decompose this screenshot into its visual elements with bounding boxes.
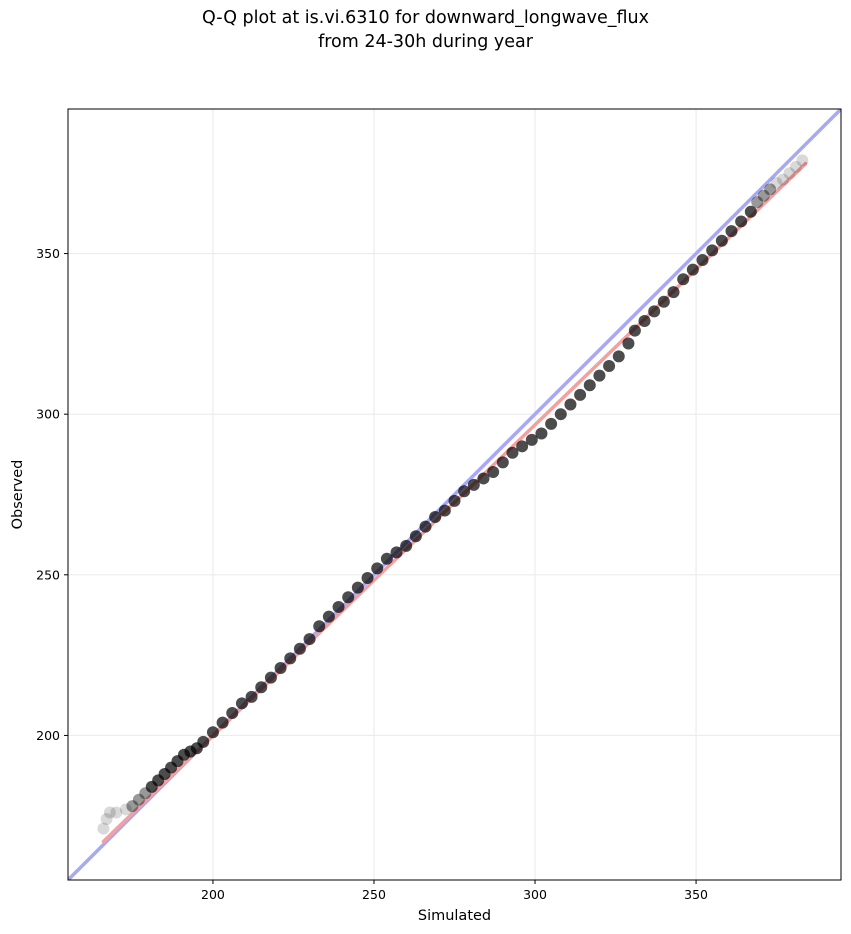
data-point <box>583 379 596 392</box>
data-point <box>777 173 790 186</box>
x-axis-label: Simulated <box>418 908 491 924</box>
data-point <box>313 620 326 633</box>
data-point <box>438 504 451 517</box>
data-point <box>686 263 699 276</box>
data-point <box>264 671 277 684</box>
data-point <box>216 716 229 729</box>
data-point <box>419 520 432 533</box>
data-point <box>361 572 374 585</box>
data-point <box>496 456 509 469</box>
data-point <box>110 806 123 819</box>
data-point <box>284 652 297 665</box>
y-axis-label: Observed <box>10 460 26 530</box>
data-point <box>796 154 809 167</box>
data-point <box>332 600 345 613</box>
data-point <box>677 273 690 286</box>
data-point <box>715 234 728 247</box>
y-tick-label: 250 <box>36 567 60 582</box>
data-point <box>628 324 641 337</box>
data-point <box>648 305 661 318</box>
y-tick-label: 300 <box>36 407 60 422</box>
data-point <box>245 690 258 703</box>
data-point <box>622 337 635 350</box>
x-tick-label: 250 <box>362 887 386 902</box>
data-point <box>545 417 558 430</box>
data-point <box>103 806 116 819</box>
data-point <box>235 697 248 710</box>
data-point <box>467 478 480 491</box>
data-point <box>535 427 548 440</box>
scatter-points <box>97 154 809 835</box>
data-point <box>119 803 132 816</box>
data-point <box>97 822 110 835</box>
data-point <box>574 388 587 401</box>
data-point <box>429 510 442 523</box>
data-point <box>448 494 461 507</box>
x-tick-label: 200 <box>201 887 225 902</box>
data-point <box>612 350 625 363</box>
data-point <box>274 661 287 674</box>
axis-ticks: 200 250 300 350 200 250 300 350 <box>36 246 708 902</box>
data-point <box>516 440 529 453</box>
data-point <box>593 369 606 382</box>
data-point <box>783 167 796 180</box>
data-point <box>638 315 651 328</box>
data-point <box>303 633 316 646</box>
data-point <box>554 408 567 421</box>
data-point <box>706 244 719 257</box>
data-point <box>564 398 577 411</box>
data-point <box>197 735 210 748</box>
data-point <box>322 610 335 623</box>
data-point <box>525 433 538 446</box>
data-point <box>744 205 757 218</box>
data-point <box>100 812 113 825</box>
data-point <box>293 642 306 655</box>
data-point <box>657 295 670 308</box>
data-point <box>255 681 268 694</box>
y-tick-label: 200 <box>36 728 60 743</box>
data-point <box>132 793 145 806</box>
data-point <box>770 176 783 189</box>
data-point <box>477 472 490 485</box>
chart-subtitle: from 24-30h during year <box>318 32 533 52</box>
data-point <box>206 726 219 739</box>
lines <box>68 109 841 880</box>
data-point <box>351 581 364 594</box>
data-point <box>764 183 777 196</box>
data-point <box>226 706 239 719</box>
data-point <box>342 591 355 604</box>
data-point <box>487 466 500 479</box>
data-point <box>735 215 748 228</box>
data-point <box>696 253 709 266</box>
data-point <box>380 552 393 565</box>
data-point <box>757 189 770 202</box>
x-tick-label: 300 <box>523 887 547 902</box>
y-tick-label: 350 <box>36 246 60 261</box>
data-point <box>400 539 413 552</box>
chart-title: Q-Q plot at is.vi.6310 for downward_long… <box>201 8 649 28</box>
data-point <box>789 160 802 173</box>
chart-title-block: Q-Q plot at is.vi.6310 for downward_long… <box>0 6 851 54</box>
data-point <box>126 800 139 813</box>
data-point <box>667 286 680 299</box>
data-point <box>371 562 384 575</box>
data-point <box>725 225 738 238</box>
data-point <box>603 360 616 372</box>
data-point <box>751 196 764 209</box>
x-tick-label: 350 <box>684 887 708 902</box>
data-point <box>458 485 471 498</box>
data-point <box>409 530 422 543</box>
plot-frame <box>67 108 842 881</box>
data-point <box>390 546 403 559</box>
data-point <box>506 446 519 459</box>
